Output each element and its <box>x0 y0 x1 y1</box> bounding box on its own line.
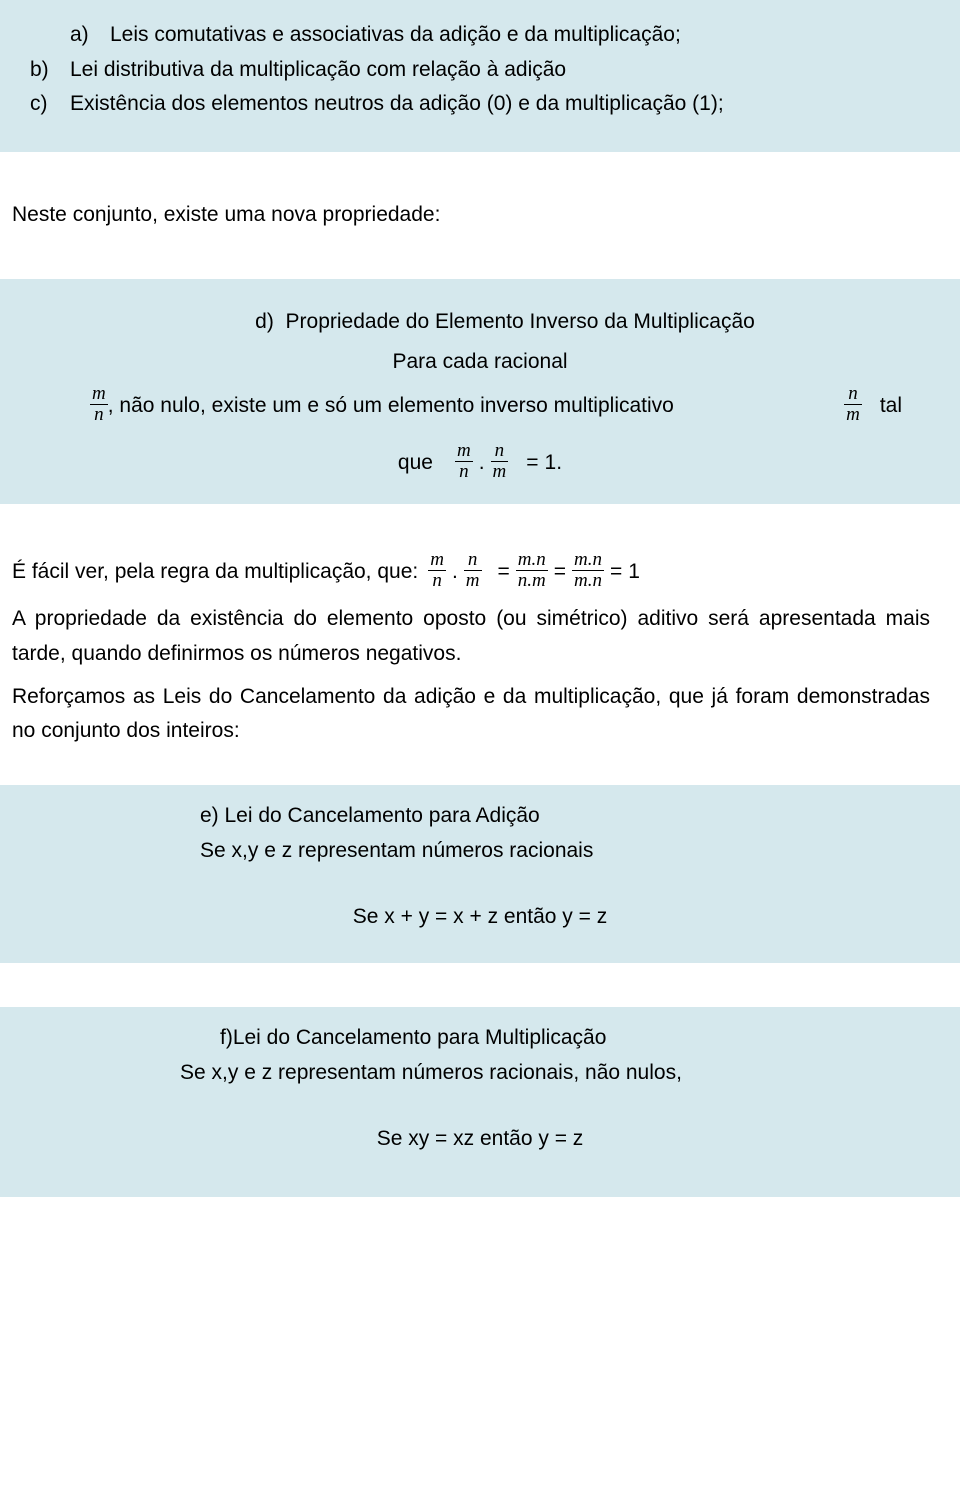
f-line: Se x,y e z representam números racionais… <box>180 1056 930 1091</box>
dot-text: . <box>479 446 485 481</box>
para-cada-racional: Para cada racional <box>30 345 930 380</box>
d-mid-text: , não nulo, existe um e só um elemento i… <box>108 389 674 424</box>
marker-c: c) <box>30 87 70 122</box>
frac-n-over-m: nm <box>844 384 862 425</box>
d-tail-text: tal <box>880 389 902 424</box>
p2-lead: É fácil ver, pela regra da multiplicação… <box>12 555 418 590</box>
box-property-d: d) Propriedade do Elemento Inverso da Mu… <box>0 279 960 504</box>
d-inverse-line: mn , não nulo, existe um e só um element… <box>30 386 930 427</box>
paragraph-easy-to-see: É fácil ver, pela regra da multiplicação… <box>0 534 960 599</box>
title-d: Propriedade do Elemento Inverso da Multi… <box>286 310 755 333</box>
marker-d: d) <box>255 310 274 333</box>
marker-b: b) <box>30 53 70 88</box>
box-cancel-add: e) Lei do Cancelamento para Adição Se x,… <box>0 785 960 963</box>
paragraph-intro-new-prop: Neste conjunto, existe uma nova propried… <box>0 192 960 239</box>
one-text: 1. <box>545 446 563 481</box>
item-b: b) Lei distributiva da multiplicação com… <box>30 53 930 88</box>
box-properties-abc: a) Leis comutativas e associativas da ad… <box>0 0 960 152</box>
e-line: Se x,y e z representam números racionais <box>200 834 930 869</box>
frac-m-over-n: mn <box>90 384 108 425</box>
text-a: Leis comutativas e associativas da adiçã… <box>110 18 930 53</box>
text-c: Existência dos elementos neutros da adiç… <box>70 87 930 122</box>
item-c: c) Existência dos elementos neutros da a… <box>30 87 930 122</box>
e-title: e) Lei do Cancelamento para Adição <box>200 799 930 834</box>
que-text: que <box>398 446 433 481</box>
d-title-line: d) Propriedade do Elemento Inverso da Mu… <box>30 305 930 340</box>
eq-sign: = <box>526 446 538 481</box>
item-a: a) Leis comutativas e associativas da ad… <box>30 18 930 53</box>
paragraph-reforcamos: Reforçamos as Leis do Cancelamento da ad… <box>0 678 960 755</box>
d-equation: que mn . nm = 1. <box>30 443 930 484</box>
f-equation: Se xy = xz então y = z <box>30 1122 930 1157</box>
eq-frac-mn: mn <box>455 441 473 482</box>
f-title: f)Lei do Cancelamento para Multiplicação <box>180 1021 930 1056</box>
text-b: Lei distributiva da multiplicação com re… <box>70 53 930 88</box>
marker-a: a) <box>30 18 110 53</box>
box-cancel-mult: f)Lei do Cancelamento para Multiplicação… <box>0 1007 960 1197</box>
eq-frac-nm: nm <box>491 441 509 482</box>
p2-equation: mn . nm = m.nn.m = m.nm.n = 1 <box>428 552 640 593</box>
e-equation: Se x + y = x + z então y = z <box>30 900 930 935</box>
paragraph-oposto: A propriedade da existência do elemento … <box>0 598 960 677</box>
